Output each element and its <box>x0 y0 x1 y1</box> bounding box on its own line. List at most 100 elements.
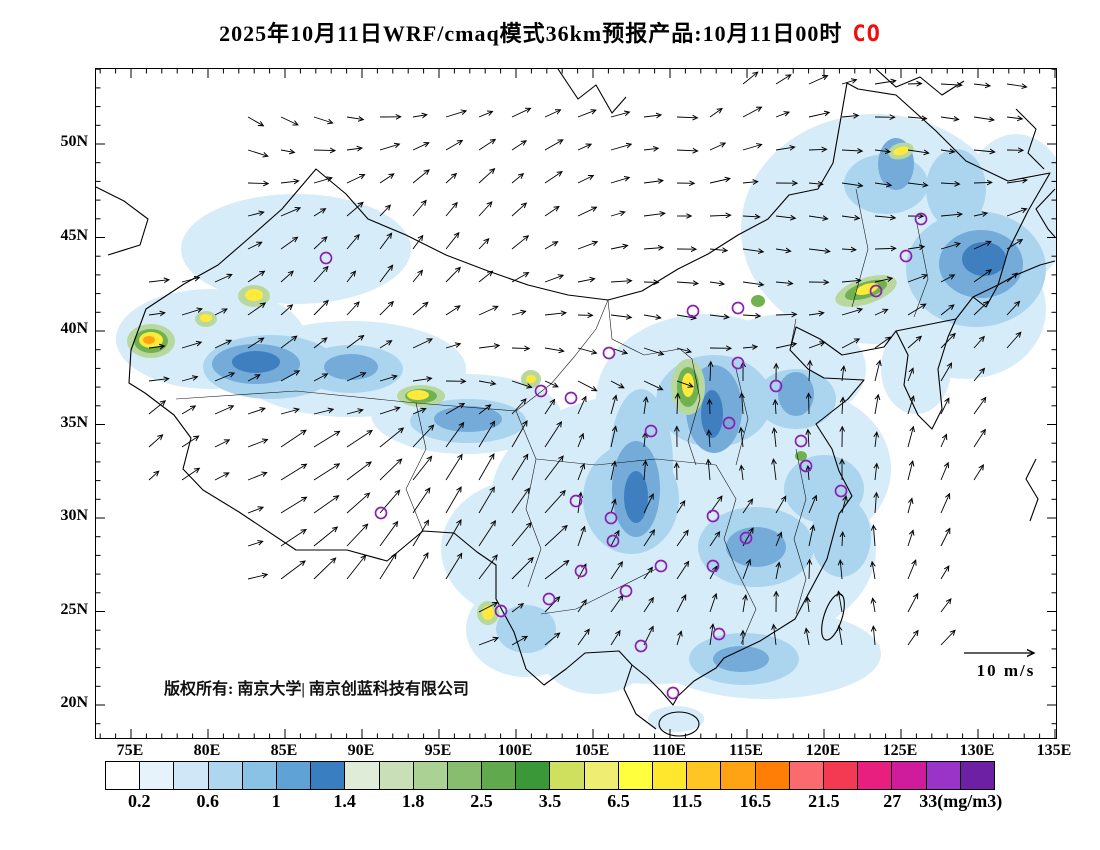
wind-arrow <box>511 380 532 387</box>
station-marker <box>799 459 813 473</box>
copyright-text: 版权所有: 南京大学| 南京创蓝科技有限公司 <box>164 681 469 698</box>
wind-arrow <box>610 281 632 282</box>
wind-arrow <box>280 150 294 152</box>
wind-arrow <box>247 149 268 156</box>
wind-arrow <box>511 604 523 613</box>
wind-arrow <box>511 455 528 481</box>
colorbar-cell <box>515 761 551 790</box>
wind-arrow <box>346 410 363 415</box>
wind-arrow <box>973 213 987 216</box>
colorbar-cell <box>720 761 756 790</box>
wind-arrow <box>346 555 366 580</box>
wind-arrow <box>973 117 994 120</box>
wind-arrow <box>808 112 829 118</box>
wind-arrow <box>907 84 922 85</box>
wind-arrow <box>973 182 992 183</box>
station-marker <box>712 627 726 641</box>
wind-arrow <box>709 430 710 448</box>
wind-arrow <box>940 214 962 216</box>
colorbar-tick-label: 16.5 <box>739 791 772 811</box>
wind-arrow <box>346 373 366 382</box>
wind-arrow <box>478 454 494 481</box>
wind-arrow <box>1006 180 1027 183</box>
wind-arrow <box>842 532 843 547</box>
lon-tick-label: 100E <box>497 742 533 759</box>
colorbar-tick-label: 11.5 <box>671 791 703 811</box>
wind-arrow <box>1006 209 1027 217</box>
wind-arrow <box>346 336 364 349</box>
colorbar-cell <box>857 761 893 790</box>
wind-arrow <box>346 493 370 514</box>
wind-arrow <box>379 554 396 580</box>
wind-arrow <box>280 530 306 547</box>
wind-arrow <box>940 494 950 514</box>
wind-arrow <box>709 109 722 118</box>
colorbar <box>105 761 995 790</box>
lat-tick-label: 50N <box>60 133 88 150</box>
station-marker <box>602 346 616 360</box>
wind-arrow <box>841 496 846 514</box>
axis-ticks <box>96 69 1056 738</box>
wind-arrow <box>807 597 809 613</box>
wind-arrow <box>940 117 959 120</box>
wind-arrow <box>511 399 526 415</box>
wind-arrow <box>412 115 427 117</box>
colorbar-cell <box>241 761 277 790</box>
wind-arrow <box>181 468 199 481</box>
station-marker <box>834 484 848 498</box>
wind-arrow <box>841 150 862 151</box>
wind-arrow <box>214 340 231 349</box>
wind-arrow <box>643 530 654 547</box>
wind-arrow <box>742 282 763 285</box>
wind-arrow <box>775 147 795 150</box>
wind-arrow <box>775 112 789 118</box>
wind-arrow <box>511 141 526 151</box>
wind-arrow <box>874 183 891 185</box>
wind-arrow <box>907 499 912 514</box>
wind-arrow <box>313 496 339 514</box>
wind-arrow <box>478 555 497 580</box>
wind-arrow <box>940 275 954 283</box>
lon-tick-label: 110E <box>652 742 686 759</box>
wind-arrow <box>940 599 951 613</box>
wind-arrow <box>247 271 265 283</box>
wind-arrow <box>907 560 916 580</box>
colorbar-tick-label: 33(mg/m3) <box>919 791 1003 811</box>
wind-arrow <box>808 430 809 448</box>
wind-arrow <box>544 526 567 547</box>
wind-arrow <box>710 400 711 415</box>
wind-arrow <box>478 381 495 384</box>
wind-arrow <box>610 380 624 388</box>
wind-arrow <box>577 380 597 391</box>
wind-arrow <box>148 435 163 448</box>
wind-arrow <box>742 182 758 183</box>
wind-arrow <box>806 629 809 646</box>
colorbar-tick-label: 1.4 <box>333 791 356 811</box>
wind-arrow <box>709 315 729 317</box>
wind-arrow <box>577 600 586 613</box>
wind-arrow <box>610 177 629 184</box>
wind-arrow <box>676 380 693 387</box>
colorbar-cell <box>925 761 961 790</box>
wind-arrow <box>841 280 861 282</box>
colorbar-cell <box>207 761 243 790</box>
wind-arrow <box>577 434 583 448</box>
wind-arrow <box>874 278 892 283</box>
wind-arrow <box>808 216 828 219</box>
wind-arrow <box>313 178 332 184</box>
wind-arrow <box>181 406 195 415</box>
wind-arrow <box>412 302 428 316</box>
wind-arrow <box>676 117 697 118</box>
station-marker <box>739 531 753 545</box>
wind-arrow <box>742 249 763 252</box>
wind-arrow <box>379 205 390 217</box>
wind-arrow <box>247 303 265 316</box>
wind-arrow <box>445 203 457 217</box>
wind-arrow <box>841 339 859 349</box>
wind-arrow <box>313 409 333 415</box>
wind-arrow <box>1006 84 1027 87</box>
wind-arrow <box>840 560 842 580</box>
wind-arrow <box>214 406 233 415</box>
station-marker <box>619 584 633 598</box>
